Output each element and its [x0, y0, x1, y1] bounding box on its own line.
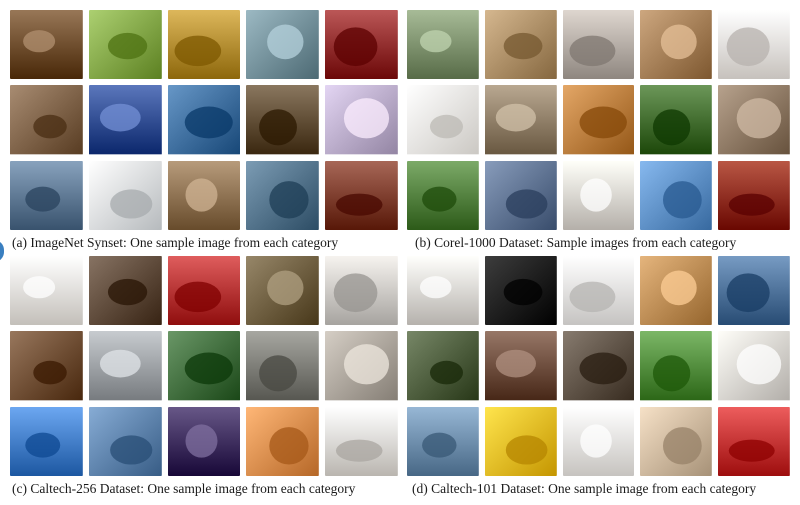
- beans-photo: [167, 10, 241, 80]
- fossil-photo: [325, 331, 398, 401]
- caption-caltech-256: (c) Caltech-256 Dataset: One sample imag…: [12, 481, 356, 496]
- train-photo: [325, 160, 398, 230]
- brain-photo: [484, 256, 557, 326]
- backpack-photo: [325, 256, 398, 326]
- rainbow-photo: [246, 406, 320, 476]
- ship-photo: [718, 256, 790, 326]
- baseball-bats-photo: [88, 256, 162, 326]
- globe-photo: [88, 406, 162, 476]
- panel-caltech-256: [10, 256, 398, 476]
- beer-mugs-photo: [167, 331, 241, 401]
- plate-photo: [325, 10, 398, 80]
- us-flag-photo: [167, 256, 241, 326]
- fruits-photo: [718, 160, 790, 230]
- industrial-pipes-photo: [10, 160, 83, 230]
- panel-imagenet: [10, 10, 398, 230]
- caption-caltech-101: (d) Caltech-101 Dataset: One sample imag…: [412, 481, 757, 496]
- teacup-photo: [246, 10, 320, 80]
- dinosaur-green-photo: [407, 85, 479, 155]
- cartoon-character-photo: [10, 406, 83, 476]
- electric-car-photo: [88, 10, 162, 80]
- cactus-flower-photo: [167, 85, 241, 155]
- framed-painting-photo: [246, 256, 320, 326]
- ruins-photo: [484, 10, 557, 80]
- eggs-in-nest-photo: [10, 10, 83, 80]
- airplane-photo: [407, 256, 479, 326]
- wooden-chair-photo: [640, 406, 713, 476]
- piano-photo: [562, 331, 635, 401]
- rifle-photo: [10, 256, 83, 326]
- panel-caltech-101: [407, 256, 790, 476]
- cougar-photo: [640, 256, 713, 326]
- spoons-photo: [246, 160, 320, 230]
- caption-imagenet: (a) ImageNet Synset: One sample image fr…: [12, 235, 339, 250]
- caption-corel: (b) Corel-1000 Dataset: Sample images fr…: [415, 235, 737, 250]
- river-city-photo: [407, 10, 479, 80]
- flower-baskets-photo: [640, 10, 713, 80]
- tire-photo: [246, 331, 320, 401]
- sunflower-photo: [484, 406, 557, 476]
- horses-field-photo: [407, 160, 479, 230]
- computer-monitor-photo: [88, 160, 162, 230]
- log-pile-photo: [167, 160, 241, 230]
- camera-photo: [562, 256, 635, 326]
- beach-hill-photo: [640, 160, 713, 230]
- calculator-photo: [88, 331, 162, 401]
- pen-photo: [407, 406, 479, 476]
- starfish-photo: [484, 331, 557, 401]
- dinosaur-red-photo: [718, 10, 790, 80]
- edge-marker: [0, 240, 4, 262]
- norway-flag-photo: [88, 85, 162, 155]
- dollar-bill-photo: [718, 331, 790, 401]
- bus-photo: [562, 10, 635, 80]
- soccer-ball-photo: [640, 331, 713, 401]
- bear-photo: [10, 331, 83, 401]
- food-platter-photo: [562, 160, 635, 230]
- motorbike-photo: [562, 406, 635, 476]
- panel-corel: [407, 10, 790, 230]
- cd-disc-photo: [167, 406, 241, 476]
- elephant-photo: [484, 85, 557, 155]
- mountain-photo: [484, 160, 557, 230]
- chandelier-photo: [246, 85, 320, 155]
- man-at-desk-photo: [10, 85, 83, 155]
- pink-rose-photo: [640, 85, 713, 155]
- dalmatian-photo: [407, 331, 479, 401]
- revolver-photo: [718, 406, 790, 476]
- savanna-tree-photo: [562, 85, 635, 155]
- beetle-photo: [325, 406, 398, 476]
- disco-ball-photo: [325, 85, 398, 155]
- market-people-photo: [718, 85, 790, 155]
